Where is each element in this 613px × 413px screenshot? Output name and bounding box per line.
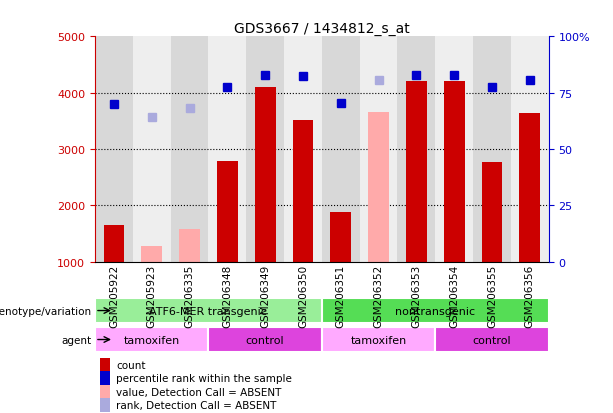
Bar [99,372,110,385]
Bar [170,37,208,262]
Text: GSM206352: GSM206352 [373,264,384,328]
Bar [99,385,110,399]
Bar [104,225,124,262]
Bar [322,298,549,324]
Text: value, Detection Call = ABSENT: value, Detection Call = ABSENT [116,387,282,396]
Bar [406,82,427,262]
Text: GSM206354: GSM206354 [449,264,459,328]
Bar [322,327,435,353]
Bar [255,88,275,262]
Text: GSM206356: GSM206356 [525,264,535,328]
Bar [435,327,549,353]
Bar [95,327,208,353]
Text: GSM206353: GSM206353 [411,264,421,328]
Text: GSM206350: GSM206350 [298,264,308,327]
Text: rank, Detection Call = ABSENT: rank, Detection Call = ABSENT [116,400,276,410]
Bar [179,229,200,262]
Bar [246,37,284,262]
Text: count: count [116,360,146,370]
Bar [368,113,389,262]
Bar [444,82,465,262]
Bar [360,37,397,262]
Text: control: control [246,335,284,345]
Text: GSM206335: GSM206335 [185,264,194,328]
Text: tamoxifen: tamoxifen [351,335,406,345]
Bar [95,37,133,262]
Bar [133,37,170,262]
Text: genotype/variation: genotype/variation [0,306,92,316]
Bar [482,163,502,262]
Bar [99,358,110,372]
Text: GSM206351: GSM206351 [336,264,346,328]
Bar [511,37,549,262]
Bar [95,298,322,324]
Bar [142,246,162,262]
Text: GSM205923: GSM205923 [147,264,157,328]
Text: agent: agent [62,335,92,345]
Bar [435,37,473,262]
Text: control: control [473,335,511,345]
Text: GSM205922: GSM205922 [109,264,119,328]
Text: tamoxifen: tamoxifen [124,335,180,345]
Bar [217,162,238,262]
Bar [397,37,435,262]
Bar [208,327,322,353]
Bar [519,114,540,262]
Title: GDS3667 / 1434812_s_at: GDS3667 / 1434812_s_at [234,22,409,36]
Text: nontransgenic: nontransgenic [395,306,475,316]
Bar [473,37,511,262]
Text: GSM206348: GSM206348 [223,264,232,328]
Bar [322,37,360,262]
Bar [292,121,313,262]
Bar [284,37,322,262]
Text: percentile rank within the sample: percentile rank within the sample [116,373,292,383]
Bar [208,37,246,262]
Bar [330,213,351,262]
Text: GSM206355: GSM206355 [487,264,497,328]
Text: ATF6-MER transgenic: ATF6-MER transgenic [150,306,267,316]
Text: GSM206349: GSM206349 [260,264,270,328]
Bar [99,399,110,412]
